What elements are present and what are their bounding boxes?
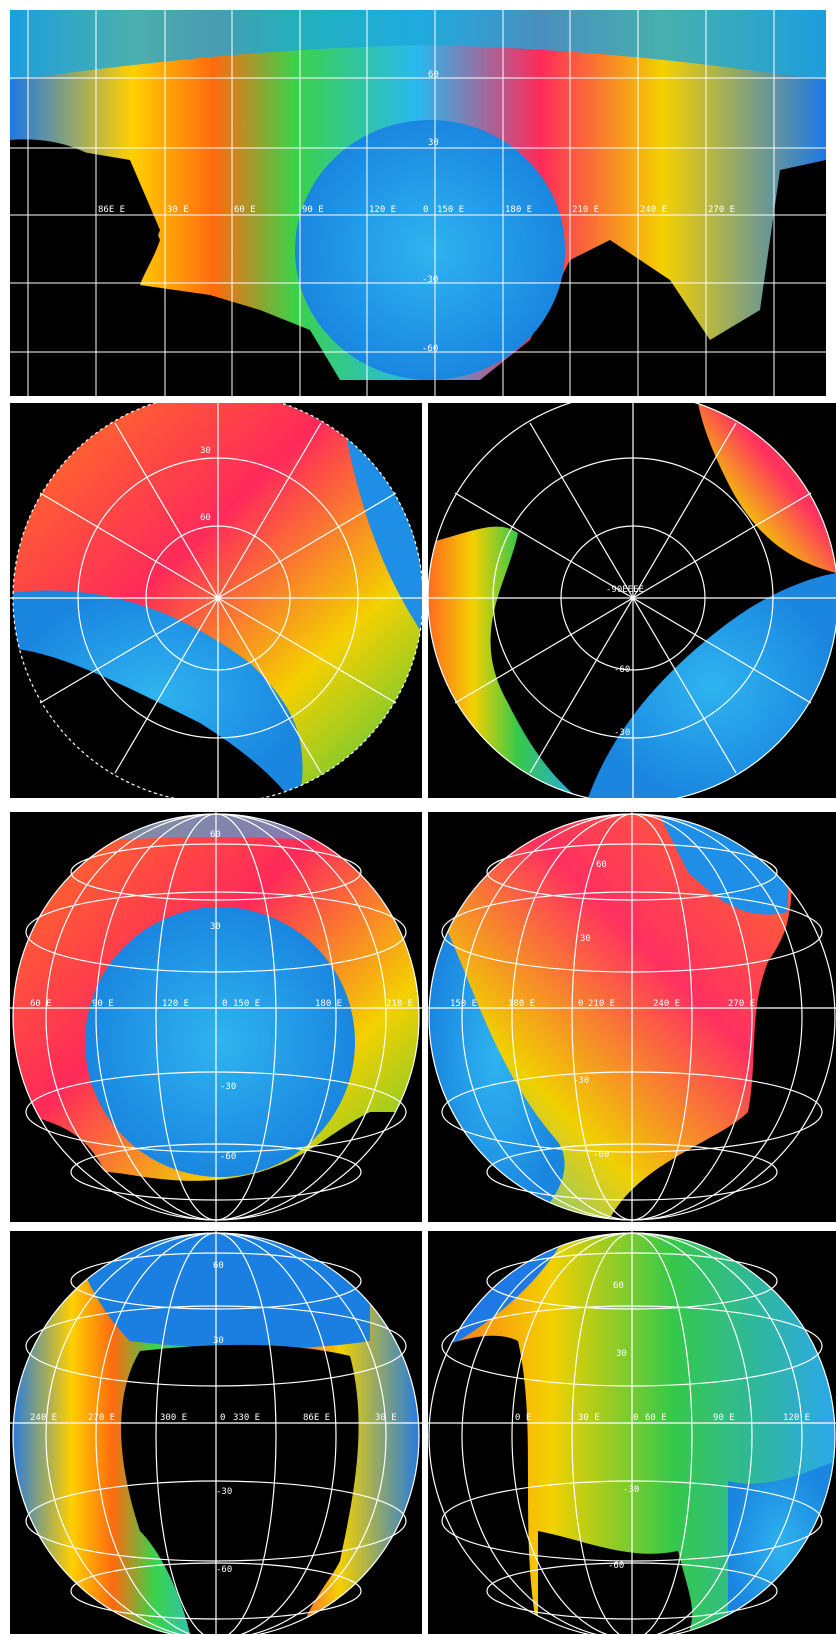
north-polar-map bbox=[10, 403, 422, 798]
south-polar-map bbox=[428, 403, 836, 798]
lon-label: 180 E bbox=[508, 999, 536, 1009]
lat-label: 30 bbox=[200, 446, 211, 456]
terrain-void bbox=[121, 1344, 359, 1634]
lat-label: 60 bbox=[200, 513, 211, 523]
lon-label: 270 E bbox=[708, 205, 736, 215]
lon-label: 120 E bbox=[162, 999, 190, 1009]
lat-label: 30 bbox=[213, 1336, 224, 1346]
lat-label: 60 bbox=[428, 70, 439, 80]
lat-label: -30 bbox=[220, 1082, 237, 1092]
lon-label: 180 E bbox=[315, 999, 343, 1009]
lon-label: 240 E bbox=[640, 205, 668, 215]
graticule bbox=[428, 1231, 836, 1634]
lat-label: -60 bbox=[220, 1152, 237, 1162]
lon-label: 270 E bbox=[728, 999, 756, 1009]
lon-label: 330 E bbox=[233, 1413, 261, 1423]
graticule bbox=[10, 10, 826, 396]
lon-label: 86E E bbox=[98, 205, 126, 215]
ortho-view-1 bbox=[10, 812, 422, 1222]
lon-label: 60 E bbox=[30, 999, 52, 1009]
lat-label: -60 bbox=[216, 1565, 233, 1575]
lon-label: 150 E bbox=[437, 205, 465, 215]
lon-label: 150 E bbox=[233, 999, 261, 1009]
lon-label: 0 bbox=[220, 1413, 226, 1423]
lat-label: 60 bbox=[213, 1261, 224, 1271]
lon-label: 60 E bbox=[234, 205, 256, 215]
lat-label: -60 bbox=[422, 344, 439, 354]
terrain-void-left bbox=[10, 139, 160, 396]
graticule bbox=[428, 403, 836, 798]
lon-label: 150 E bbox=[450, 999, 478, 1009]
graticule bbox=[428, 812, 836, 1222]
lat-label: -30 bbox=[573, 1076, 590, 1086]
ortho-view-2-panel: 60 30 150 E 180 E 0 210 E 240 E 270 E -3… bbox=[428, 812, 836, 1222]
lon-label: 210 E bbox=[588, 999, 616, 1009]
lat-label: 30 bbox=[580, 934, 591, 944]
lon-label: 0 E bbox=[515, 1413, 532, 1423]
lat-label: 60 bbox=[613, 1281, 624, 1291]
terrain-north-cap bbox=[70, 1233, 370, 1349]
lon-label: 210 E bbox=[386, 999, 414, 1009]
lon-label: 0 bbox=[578, 999, 584, 1009]
graticule bbox=[10, 1231, 422, 1634]
lon-label: 86E E bbox=[303, 1413, 331, 1423]
lat-label: 30 bbox=[616, 1349, 627, 1359]
ortho-view-2 bbox=[428, 812, 836, 1222]
lon-label: 270 E bbox=[88, 1413, 116, 1423]
terrain-central-basin bbox=[295, 120, 565, 380]
terrain-void bbox=[538, 1531, 693, 1634]
lon-label: 300 E bbox=[160, 1413, 188, 1423]
lon-label: 120 E bbox=[783, 1413, 811, 1423]
lat-label: 60 bbox=[210, 830, 221, 840]
ortho-view-3 bbox=[10, 1231, 422, 1634]
lat-label: -30 bbox=[623, 1485, 640, 1495]
south-polar-panel: -90EEEE -60 -30 bbox=[428, 403, 836, 798]
lat-label: 30 bbox=[210, 922, 221, 932]
graticule bbox=[10, 812, 422, 1222]
pole-label: -90EEEE bbox=[606, 585, 644, 595]
ortho-view-4-panel: 60 30 0 E 30 E 0 60 E 90 E 120 E -30 -60 bbox=[428, 1231, 836, 1634]
lat-label: -60 bbox=[608, 1561, 625, 1571]
cylindrical-map-panel: 60 30 86E E 30 E 60 E 90 E 120 E 0 150 E… bbox=[10, 10, 826, 396]
lat-label: -60 bbox=[614, 665, 631, 675]
terrain-region-left bbox=[428, 526, 578, 798]
north-polar-panel: 30 60 bbox=[10, 403, 422, 798]
ortho-view-4 bbox=[428, 1231, 836, 1634]
cylindrical-map bbox=[10, 10, 826, 396]
lat-label: -30 bbox=[614, 728, 631, 738]
graticule bbox=[10, 403, 422, 798]
lon-label: 240 E bbox=[653, 999, 681, 1009]
ortho-view-3-panel: 60 30 240 E 270 E 300 E 0 330 E 86E E 30… bbox=[10, 1231, 422, 1634]
lon-label: 0 bbox=[423, 205, 429, 215]
lon-label: 30 E bbox=[375, 1413, 397, 1423]
terrain-north-cap bbox=[10, 10, 826, 80]
lon-label: 240 E bbox=[30, 1413, 58, 1423]
lat-label: 30 bbox=[428, 138, 439, 148]
lon-label: 30 E bbox=[578, 1413, 600, 1423]
ortho-view-1-panel: 60 30 60 E 90 E 120 E 0 150 E 180 E 210 … bbox=[10, 812, 422, 1222]
lon-label: 180 E bbox=[505, 205, 533, 215]
lon-label: 210 E bbox=[572, 205, 600, 215]
lon-label: 90 E bbox=[302, 205, 324, 215]
terrain-blue-region bbox=[728, 1461, 835, 1634]
terrain-void bbox=[429, 1335, 538, 1634]
lon-label: 30 E bbox=[167, 205, 189, 215]
lon-label: 120 E bbox=[369, 205, 397, 215]
lon-label: 0 bbox=[222, 999, 228, 1009]
lat-label: -30 bbox=[422, 275, 439, 285]
lon-label: 90 E bbox=[713, 1413, 735, 1423]
terrain-region-lower-right bbox=[588, 573, 836, 798]
lon-label: 0 bbox=[633, 1413, 639, 1423]
terrain-central-basin bbox=[85, 907, 355, 1177]
lat-label: -60 bbox=[593, 1150, 610, 1160]
lon-label: 60 E bbox=[645, 1413, 667, 1423]
lat-label: -30 bbox=[216, 1487, 233, 1497]
lat-label: 60 bbox=[596, 860, 607, 870]
lon-label: 90 E bbox=[92, 999, 114, 1009]
